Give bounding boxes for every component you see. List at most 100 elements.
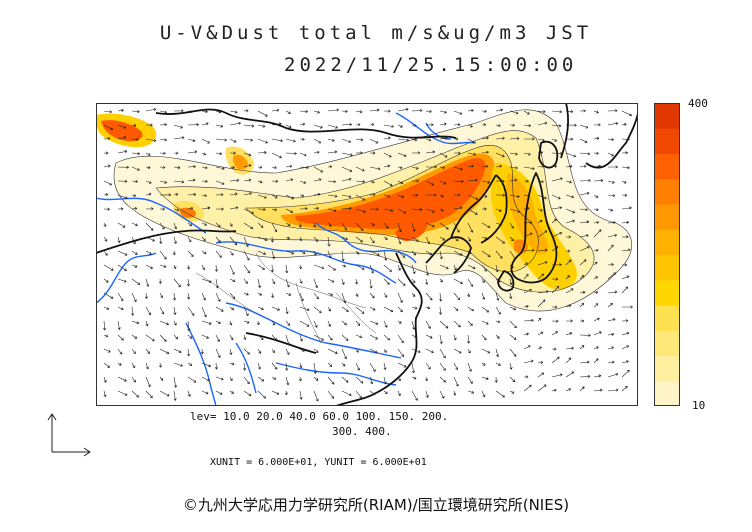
wind-vector	[173, 348, 182, 354]
wind-vector	[425, 222, 435, 228]
wind-vector	[285, 264, 289, 274]
wind-vector	[425, 278, 429, 285]
wind-vector	[565, 137, 574, 141]
wind-vector	[117, 124, 127, 129]
wind-vector	[551, 356, 560, 364]
wind-vector	[285, 194, 295, 200]
wind-vector	[229, 192, 238, 196]
wind-vector	[425, 165, 437, 169]
wind-vector	[298, 376, 302, 382]
wind-vector	[285, 110, 291, 114]
wind-vector	[313, 362, 317, 374]
wind-vector	[369, 278, 373, 289]
colorbar-swatch	[654, 128, 680, 154]
wind-vector	[285, 236, 290, 240]
wind-vector	[187, 334, 193, 339]
wind-vector	[215, 236, 221, 243]
wind-vector	[397, 124, 403, 128]
wind-vector	[271, 208, 278, 212]
japan-honshu	[510, 172, 558, 284]
wind-vector	[159, 180, 168, 184]
wind-vector	[551, 347, 557, 351]
wind-vector	[159, 236, 163, 244]
wind-vector	[159, 390, 170, 397]
wind-vector	[537, 361, 544, 365]
korea-west-coast	[450, 174, 497, 239]
wind-vector	[453, 123, 461, 127]
wind-vector	[509, 278, 513, 285]
wind-vector	[201, 292, 206, 301]
wind-vector	[313, 124, 323, 129]
wind-vector	[145, 138, 157, 143]
wind-vector	[467, 278, 474, 287]
wind-vector	[383, 194, 391, 198]
wind-vector	[285, 222, 291, 226]
reference-vector-icon	[47, 413, 91, 457]
wind-vector	[173, 136, 185, 140]
wind-vector	[383, 250, 388, 261]
wind-vector	[509, 152, 518, 156]
wind-vector	[621, 110, 633, 117]
wind-vector	[579, 178, 591, 183]
wind-vector	[579, 208, 588, 212]
wind-vector	[551, 138, 558, 142]
wind-vector	[159, 123, 167, 127]
wind-vector	[467, 152, 477, 156]
wind-vector	[313, 138, 322, 144]
wind-vector	[355, 334, 363, 339]
wind-vector	[593, 164, 601, 168]
wind-vector	[383, 136, 391, 140]
wind-vector	[481, 362, 486, 366]
wind-vector	[173, 306, 177, 315]
wind-vector	[523, 332, 529, 336]
wind-vector	[425, 123, 434, 127]
wind-vector	[243, 178, 252, 182]
bohai-coast	[425, 236, 472, 274]
wind-vector	[271, 292, 275, 298]
wind-vector	[271, 306, 280, 311]
river-yellow	[215, 241, 397, 284]
wind-vector	[299, 137, 305, 141]
wind-vector	[439, 136, 448, 141]
wind-vector	[103, 306, 110, 310]
wind-vector	[173, 208, 180, 212]
wind-vector	[243, 124, 255, 128]
wind-vector	[579, 124, 589, 129]
wind-vector	[299, 236, 303, 242]
wind-vector	[425, 292, 433, 301]
wind-vector	[425, 180, 435, 186]
wind-vector	[509, 208, 521, 213]
wind-vector	[579, 259, 587, 266]
wind-vector	[383, 180, 393, 187]
wind-vector	[355, 390, 363, 399]
wind-vector	[243, 222, 254, 230]
wind-vector	[425, 250, 433, 256]
wind-vector	[103, 376, 107, 383]
wind-vector	[313, 306, 322, 314]
wind-vector	[117, 362, 122, 366]
wind-vector	[579, 234, 589, 238]
japan-hokkaido	[538, 140, 559, 169]
wind-vector	[117, 236, 121, 244]
wind-vector	[593, 220, 600, 224]
wind-vector	[159, 110, 167, 114]
wind-vector	[201, 376, 210, 382]
colorbar-swatch	[654, 103, 680, 129]
wind-vector	[173, 278, 181, 288]
wind-vector	[117, 150, 128, 154]
wind-vector	[369, 207, 379, 211]
wind-vector	[523, 124, 532, 128]
wind-vector	[481, 250, 491, 258]
wind-vector	[565, 259, 572, 266]
wind-vector	[467, 178, 478, 182]
wind-vector	[145, 180, 152, 184]
wind-vector	[607, 109, 618, 113]
wind-vector	[299, 180, 307, 184]
wind-vector	[467, 390, 475, 394]
wind-vector	[579, 275, 585, 280]
wind-vector	[341, 152, 353, 157]
wind-vector	[117, 390, 128, 396]
wind-vector	[327, 208, 337, 213]
wind-vector	[551, 285, 560, 294]
wind-vector	[103, 180, 113, 186]
